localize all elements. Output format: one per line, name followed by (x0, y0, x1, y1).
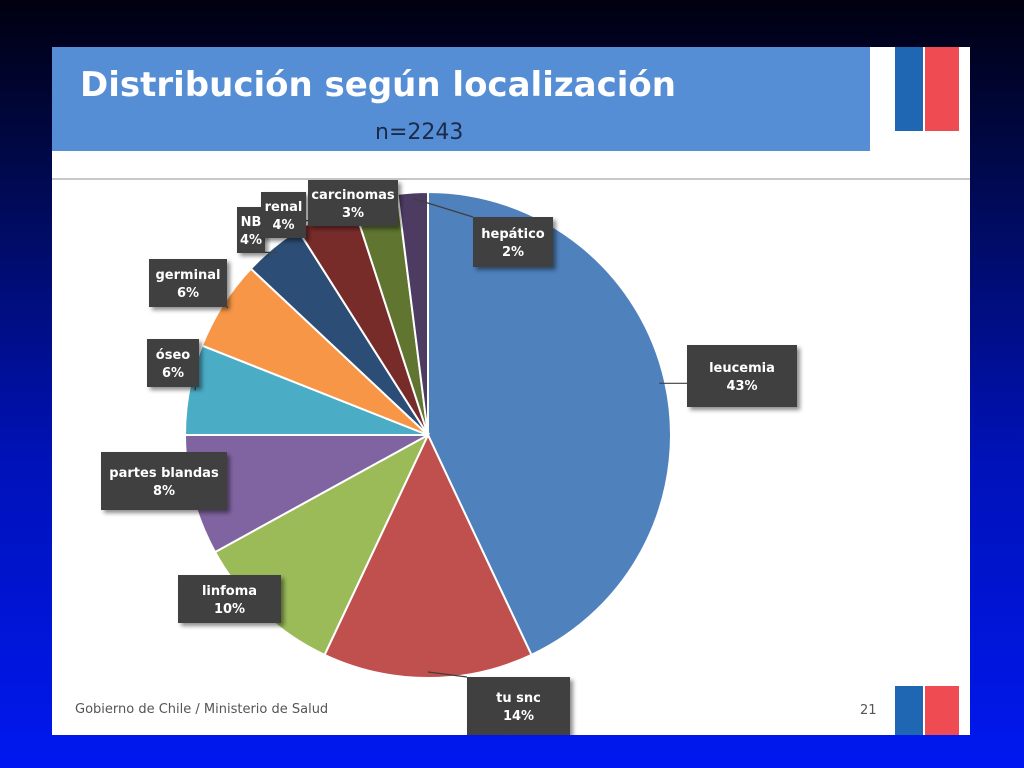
data-label-value-9: 2% (502, 245, 524, 260)
data-label-value-6: 4% (240, 233, 262, 248)
flag-red-stripe (925, 686, 959, 735)
data-label-category-9: hepático (481, 227, 545, 242)
flag-red-stripe (925, 47, 959, 131)
data-label-box-8 (308, 180, 398, 226)
chile-flag-logo (895, 47, 959, 131)
slide-subtitle: n=2243 (375, 120, 464, 145)
pie-chart: leucemia 43% tu snc 14% linfoma 10% partes bla… (101, 180, 797, 735)
data-label-box-6 (237, 207, 265, 253)
divider-line (52, 178, 970, 180)
chile-flag-logo-footer (895, 686, 959, 735)
data-label-value-5: 6% (177, 286, 199, 301)
slide-title: Distribución según localización (80, 65, 676, 105)
data-label-box-1 (467, 677, 570, 735)
data-label-value-3: 8% (153, 484, 175, 499)
leader-line-1 (427, 671, 468, 678)
title-bar: Distribución según localización n=2243 (52, 47, 870, 151)
data-label-category-1: tu snc (496, 691, 541, 706)
slide: Distribución según localización n=2243 l… (52, 47, 970, 735)
data-label-value-1: 14% (503, 709, 534, 724)
page-number: 21 (860, 703, 877, 718)
data-label-box-2 (178, 575, 281, 623)
data-label-category-4: óseo (156, 348, 190, 363)
flag-blue-stripe (895, 47, 923, 131)
data-label-value-2: 10% (214, 602, 245, 617)
data-label-value-8: 3% (342, 206, 364, 221)
pie-slices (183, 190, 672, 679)
data-label-category-7: renal (265, 200, 303, 215)
footer-text: Gobierno de Chile / Ministerio de Salud (75, 702, 329, 717)
pie-slice-0 (427, 190, 672, 657)
data-label-box-4 (147, 339, 199, 387)
data-label-category-2: linfoma (202, 584, 257, 599)
pie-labels: leucemia 43% tu snc 14% linfoma 10% partes bla… (101, 180, 797, 735)
data-label-category-3: partes blandas (109, 466, 219, 481)
data-label-category-5: germinal (155, 268, 220, 283)
flag-blue-stripe (895, 686, 923, 735)
data-label-box-0 (687, 345, 797, 407)
leader-line-5 (226, 306, 229, 309)
data-label-box-7 (261, 192, 306, 238)
data-label-value-7: 4% (272, 218, 294, 233)
data-label-category-8: carcinomas (311, 188, 395, 203)
data-label-box-3 (101, 452, 227, 510)
data-label-value-0: 43% (726, 379, 757, 394)
data-label-value-4: 6% (162, 366, 184, 381)
data-label-box-9 (473, 217, 553, 267)
data-label-category-0: leucemia (709, 361, 775, 376)
pie-slice-1 (323, 432, 533, 679)
leader-line-9 (412, 197, 474, 218)
data-label-box-5 (149, 259, 227, 307)
data-label-category-6: NB (241, 215, 262, 230)
